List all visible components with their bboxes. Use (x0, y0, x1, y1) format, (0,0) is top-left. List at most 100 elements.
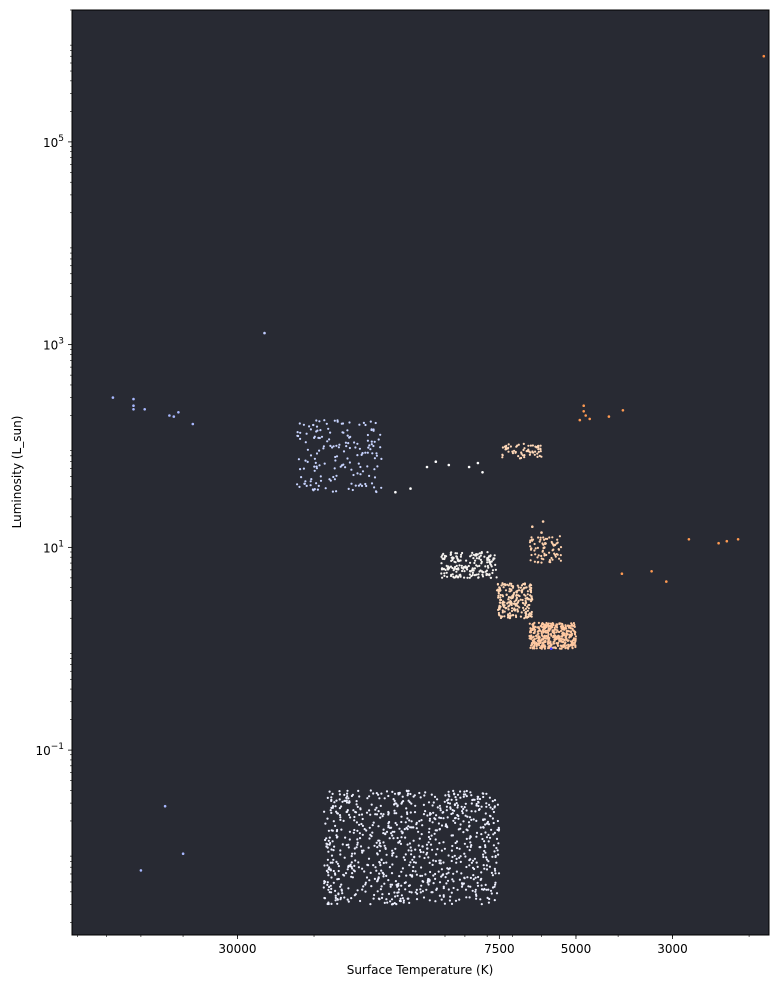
star-point (442, 817, 445, 820)
star-point (478, 797, 482, 801)
star-point (539, 450, 542, 453)
star-point (450, 902, 454, 906)
star-point (551, 630, 554, 633)
star-point (336, 902, 339, 905)
star-point (509, 590, 512, 593)
star-point (357, 866, 360, 869)
star-point (441, 576, 444, 579)
star-point (572, 624, 575, 628)
star-point (502, 586, 505, 589)
star-point (461, 812, 464, 815)
star-point (388, 820, 391, 824)
star-point (336, 420, 339, 423)
star-point (484, 844, 487, 847)
star-point (540, 455, 543, 458)
star-point (523, 454, 526, 457)
star-point (336, 862, 339, 865)
y-tick-label: 101 (43, 539, 64, 555)
star-point (306, 448, 309, 451)
star-point (482, 795, 485, 799)
star-point (523, 447, 526, 450)
star-point (571, 628, 574, 631)
star-point (477, 800, 480, 803)
star-point (762, 54, 766, 58)
star-point (548, 560, 551, 564)
star-point (517, 455, 520, 458)
star-point (419, 888, 422, 891)
star-point (508, 604, 511, 607)
star-point (554, 638, 557, 641)
star-point (553, 634, 556, 638)
star-point (361, 824, 364, 828)
star-point (454, 841, 457, 845)
star-point (422, 803, 425, 807)
star-point (323, 810, 326, 813)
star-point (344, 441, 347, 444)
star-point (387, 811, 390, 815)
star-point (533, 549, 536, 552)
star-point (549, 622, 552, 625)
star-point (366, 439, 369, 442)
star-point (324, 487, 327, 490)
star-point (327, 874, 330, 877)
star-point (540, 554, 543, 558)
star-point (514, 451, 517, 454)
x-axis-label: Surface Temperature (K) (347, 963, 494, 977)
star-point (339, 885, 342, 888)
star-point (455, 567, 458, 571)
star-point (340, 422, 343, 425)
star-point (450, 859, 453, 863)
star-point (335, 860, 338, 864)
star-point (547, 647, 550, 650)
star-point (469, 885, 472, 888)
star-point (322, 886, 325, 889)
star-point (382, 875, 385, 878)
star-point (433, 795, 437, 799)
star-point (370, 835, 373, 838)
star-point (306, 460, 309, 463)
star-point (322, 445, 325, 448)
star-point (463, 576, 466, 579)
star-point (453, 567, 456, 570)
star-point (394, 847, 397, 850)
star-point (339, 853, 342, 856)
star-point (462, 882, 465, 885)
star-point (423, 856, 426, 860)
star-point (400, 836, 403, 839)
star-point (486, 551, 489, 554)
star-point (330, 887, 333, 891)
star-point (439, 809, 442, 812)
star-point (449, 895, 452, 898)
star-point (454, 552, 457, 555)
star-point (335, 799, 338, 802)
star-point (456, 804, 459, 807)
star-point (456, 888, 459, 891)
star-point (347, 846, 350, 849)
star-point (371, 831, 374, 834)
star-point (472, 818, 475, 821)
star-point (548, 628, 551, 632)
star-point (330, 891, 333, 894)
star-point (409, 811, 412, 814)
star-point (522, 606, 525, 610)
star-point (406, 817, 409, 820)
star-point (353, 441, 356, 444)
star-point (436, 806, 439, 809)
star-point (488, 561, 491, 564)
star-point (519, 598, 522, 601)
star-point (521, 454, 524, 457)
star-point (359, 807, 362, 810)
star-point (358, 813, 361, 817)
star-point (370, 440, 373, 443)
star-point (524, 611, 527, 614)
star-point (309, 454, 313, 457)
star-point (446, 575, 449, 578)
star-point (465, 828, 468, 831)
star-point (373, 844, 376, 847)
star-point (337, 869, 340, 873)
star-point (450, 891, 453, 894)
star-point (322, 447, 325, 450)
star-point (469, 555, 472, 558)
star-point (313, 469, 316, 472)
star-point (481, 573, 484, 576)
